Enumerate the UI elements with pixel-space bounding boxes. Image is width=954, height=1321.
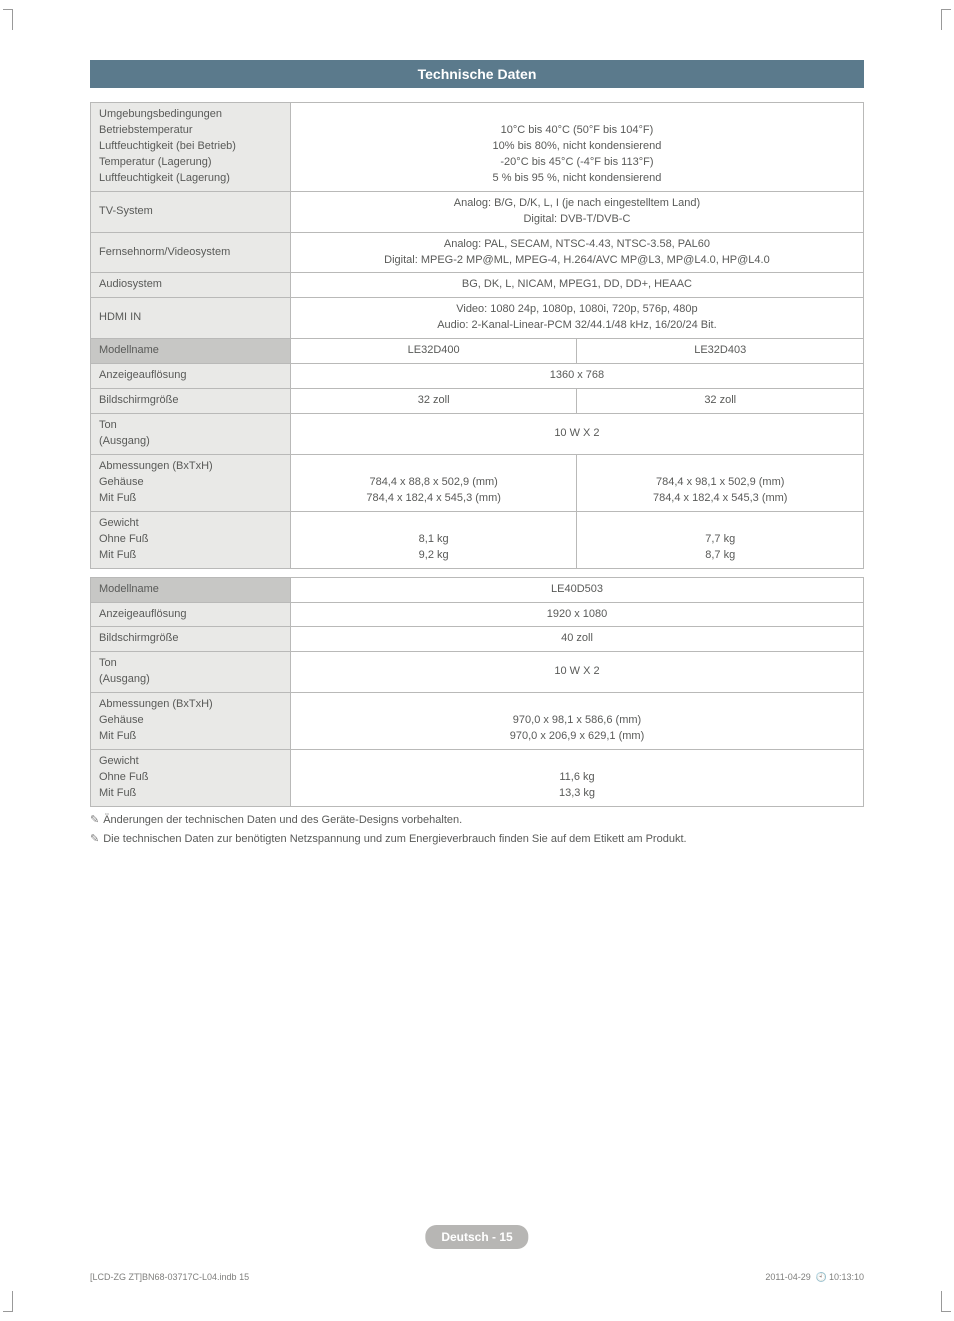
value: 784,4 x 88,8 x 502,9 (mm) 784,4 x 182,4 …: [290, 454, 577, 511]
note-text: Änderungen der technischen Daten und des…: [103, 814, 462, 826]
value: 8,7 kg: [585, 548, 855, 564]
crop-mark: [922, 1291, 942, 1311]
label: Ton (Ausgang): [91, 652, 291, 693]
value: BG, DK, L, NICAM, MPEG1, DD, DD+, HEAAC: [290, 273, 863, 298]
spec-table-main: Umgebungsbedingungen Betriebstemperatur …: [90, 102, 864, 569]
print-footer: [LCD-ZG ZT]BN68-03717C-L04.indb 15 2011-…: [90, 1272, 864, 1283]
value: 970,0 x 206,9 x 629,1 (mm): [299, 729, 855, 745]
label: Gewicht Ohne Fuß Mit Fuß: [91, 750, 291, 807]
note: ✎ Änderungen der technischen Daten und de…: [90, 813, 864, 826]
label: (Ausgang): [99, 434, 282, 450]
label: Abmessungen (BxTxH): [99, 459, 282, 475]
value: 7,7 kg: [585, 532, 855, 548]
value: 11,6 kg 13,3 kg: [291, 750, 864, 807]
crop-mark: [922, 10, 942, 30]
label: Ohne Fuß: [99, 770, 282, 786]
value: 8,1 kg: [299, 532, 569, 548]
value: -20°C bis 45°C (-4°F bis 113°F): [299, 155, 855, 171]
section-header: Technische Daten: [90, 60, 864, 88]
label: TV-System: [91, 191, 291, 232]
label: Mit Fuß: [99, 548, 282, 564]
value: 10 W X 2: [291, 652, 864, 693]
label: Gewicht: [99, 516, 282, 532]
value: 9,2 kg: [299, 548, 569, 564]
label: Fernsehnorm/Videosystem: [91, 232, 291, 273]
label: Abmessungen (BxTxH) Gehäuse Mit Fuß: [91, 454, 291, 511]
value: Video: 1080 24p, 1080p, 1080i, 720p, 576…: [290, 298, 863, 339]
label: Abmessungen (BxTxH): [99, 697, 282, 713]
env-values: 10°C bis 40°C (50°F bis 104°F) 10% bis 8…: [290, 103, 863, 192]
page-footer-badge: Deutsch - 15: [425, 1225, 528, 1249]
model-label: Modellname: [91, 577, 291, 602]
value: 10°C bis 40°C (50°F bis 104°F): [299, 123, 855, 139]
label: Bildschirmgröße: [91, 389, 291, 414]
model-name: LE32D400: [290, 339, 577, 364]
note: ✎ Die technischen Daten zur benötigten Ne…: [90, 832, 864, 845]
label: Luftfeuchtigkeit (bei Betrieb): [99, 139, 282, 155]
label: Ton (Ausgang): [91, 414, 291, 455]
value: 5 % bis 95 %, nicht kondensierend: [299, 171, 855, 187]
value: Analog: PAL, SECAM, NTSC-4.43, NTSC-3.58…: [290, 232, 863, 273]
footer-datetime: 2011-04-29 🕙10:13:10: [765, 1272, 864, 1283]
label: Mit Fuß: [99, 786, 282, 802]
value: 970,0 x 98,1 x 586,6 (mm) 970,0 x 206,9 …: [291, 693, 864, 750]
note-icon: ✎: [90, 813, 99, 826]
label: Gewicht Ohne Fuß Mit Fuß: [91, 511, 291, 568]
value: 1360 x 768: [290, 364, 863, 389]
label: Ton: [99, 656, 282, 672]
value: 40 zoll: [291, 627, 864, 652]
value: 1920 x 1080: [291, 602, 864, 627]
env-labels: Umgebungsbedingungen Betriebstemperatur …: [91, 103, 291, 192]
value: 32 zoll: [577, 389, 864, 414]
footer-time: 10:13:10: [829, 1272, 864, 1282]
label: Gehäuse: [99, 713, 282, 729]
value: 784,4 x 182,4 x 545,3 (mm): [299, 491, 569, 507]
clock-icon: 🕙: [816, 1272, 827, 1282]
label: Ton: [99, 418, 282, 434]
label: Ohne Fuß: [99, 532, 282, 548]
value: 784,4 x 182,4 x 545,3 (mm): [585, 491, 855, 507]
label: Bildschirmgröße: [91, 627, 291, 652]
note-text: Die technischen Daten zur benötigten Net…: [103, 833, 686, 845]
label: Abmessungen (BxTxH) Gehäuse Mit Fuß: [91, 693, 291, 750]
label: Betriebstemperatur: [99, 123, 282, 139]
value: 32 zoll: [290, 389, 577, 414]
label: Gewicht: [99, 754, 282, 770]
label: Mit Fuß: [99, 491, 282, 507]
value: 13,3 kg: [299, 786, 855, 802]
label: (Ausgang): [99, 672, 282, 688]
model-label: Modellname: [91, 339, 291, 364]
model-name: LE32D403: [577, 339, 864, 364]
label: Umgebungsbedingungen: [99, 107, 282, 123]
footer-filename: [LCD-ZG ZT]BN68-03717C-L04.indb 15: [90, 1272, 249, 1283]
label: HDMI IN: [91, 298, 291, 339]
value: 784,4 x 98,1 x 502,9 (mm): [585, 475, 855, 491]
footer-date: 2011-04-29: [765, 1272, 810, 1282]
value: 784,4 x 98,1 x 502,9 (mm) 784,4 x 182,4 …: [577, 454, 864, 511]
value: 7,7 kg 8,7 kg: [577, 511, 864, 568]
label: Mit Fuß: [99, 729, 282, 745]
value: Analog: B/G, D/K, L, I (je nach eingeste…: [290, 191, 863, 232]
label: Luftfeuchtigkeit (Lagerung): [99, 171, 282, 187]
model-name: LE40D503: [291, 577, 864, 602]
value: 970,0 x 98,1 x 586,6 (mm): [299, 713, 855, 729]
label: Audiosystem: [91, 273, 291, 298]
label: Temperatur (Lagerung): [99, 155, 282, 171]
value: 11,6 kg: [299, 770, 855, 786]
page-content: Technische Daten Umgebungsbedingungen Be…: [90, 60, 864, 845]
spec-table-model2: Modellname LE40D503 Anzeigeauflösung 192…: [90, 577, 864, 807]
label: Anzeigeauflösung: [91, 602, 291, 627]
value: 8,1 kg 9,2 kg: [290, 511, 577, 568]
value: 10 W X 2: [290, 414, 863, 455]
crop-mark: [12, 10, 32, 30]
crop-mark: [12, 1291, 32, 1311]
value: 784,4 x 88,8 x 502,9 (mm): [299, 475, 569, 491]
label: Gehäuse: [99, 475, 282, 491]
note-icon: ✎: [90, 832, 99, 845]
label: Anzeigeauflösung: [91, 364, 291, 389]
value: 10% bis 80%, nicht kondensierend: [299, 139, 855, 155]
